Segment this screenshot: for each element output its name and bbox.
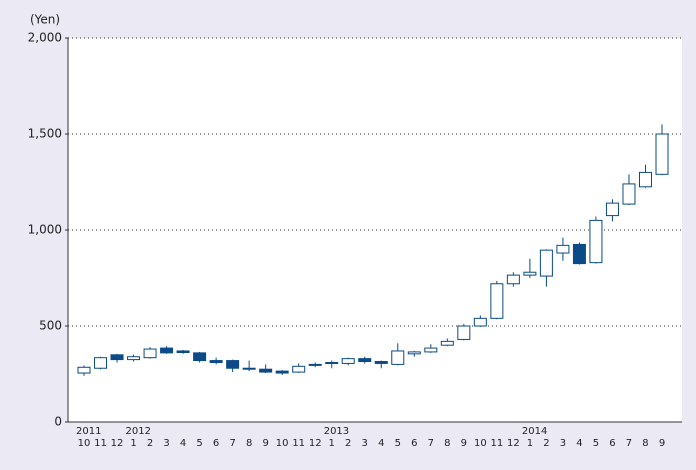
candle-body — [506, 274, 520, 285]
candle-body — [424, 347, 438, 353]
x-tick-label: 10 — [78, 438, 91, 449]
candle-body — [77, 366, 91, 374]
candle-body — [655, 133, 669, 175]
x-tick-label: 6 — [609, 438, 615, 449]
x-tick-label: 6 — [213, 438, 219, 449]
x-tick-label: 8 — [642, 438, 648, 449]
candle-body — [473, 317, 487, 327]
x-tick-label: 5 — [593, 438, 599, 449]
x-tick-label: 6 — [411, 438, 417, 449]
candle-body — [242, 367, 256, 370]
x-tick-label: 10 — [276, 438, 289, 449]
candle-body — [457, 325, 471, 340]
candle-body — [143, 348, 157, 359]
candle-body — [127, 356, 141, 361]
x-tick-label: 8 — [246, 438, 252, 449]
candle-body — [440, 340, 454, 346]
y-tick-label: 1,500 — [28, 127, 62, 141]
candle-body — [589, 219, 603, 264]
x-tick-label: 2 — [543, 438, 549, 449]
candle-body — [391, 350, 405, 365]
x-tick-label: 1 — [329, 438, 335, 449]
x-tick-label: 1 — [130, 438, 136, 449]
x-group-label: 2013 — [324, 426, 349, 437]
candle-body — [308, 363, 322, 366]
x-tick-label: 11 — [94, 438, 107, 449]
x-group-label: 2012 — [126, 426, 151, 437]
x-tick-label: 12 — [111, 438, 124, 449]
x-group-label: 2014 — [522, 426, 547, 437]
candle-body — [556, 244, 570, 254]
x-tick-label: 11 — [490, 438, 503, 449]
candle-body — [259, 368, 273, 373]
x-tick-label: 7 — [229, 438, 235, 449]
x-tick-label: 3 — [560, 438, 566, 449]
y-tick-label: 0 — [54, 415, 62, 429]
candle-body — [176, 350, 190, 353]
x-tick-label: 5 — [196, 438, 202, 449]
candle-body — [341, 358, 355, 364]
candle-body — [572, 243, 586, 265]
candle-body — [490, 283, 504, 319]
x-tick-label: 3 — [163, 438, 169, 449]
candle-body — [638, 171, 652, 188]
candle-body — [226, 360, 240, 369]
x-tick-label: 5 — [395, 438, 401, 449]
plot-area — [68, 38, 682, 422]
x-tick-label: 10 — [474, 438, 487, 449]
y-axis-label: (Yen) — [30, 13, 60, 27]
x-tick-label: 8 — [444, 438, 450, 449]
candle-body — [193, 352, 207, 362]
x-tick-label: 12 — [309, 438, 322, 449]
candle-body — [160, 347, 174, 354]
candle-body — [523, 271, 537, 276]
x-tick-label: 7 — [428, 438, 434, 449]
x-tick-label: 4 — [576, 438, 582, 449]
candle-body — [374, 361, 388, 364]
candle-body — [605, 202, 619, 217]
candle-body — [209, 360, 223, 363]
y-tick-label: 500 — [39, 319, 62, 333]
candle-body — [539, 249, 553, 277]
candle-body — [407, 351, 421, 355]
x-tick-label: 2 — [147, 438, 153, 449]
candle-body — [94, 357, 108, 369]
x-tick-label: 11 — [292, 438, 305, 449]
y-tick-label: 2,000 — [28, 31, 62, 45]
y-tick-label: 1,000 — [28, 223, 62, 237]
x-tick-label: 9 — [659, 438, 665, 449]
candle-body — [292, 365, 306, 373]
candle-body — [358, 358, 372, 363]
x-tick-label: 9 — [461, 438, 467, 449]
candle-body — [325, 361, 339, 364]
candle-body — [622, 183, 636, 205]
x-tick-label: 1 — [527, 438, 533, 449]
x-tick-label: 4 — [180, 438, 186, 449]
x-tick-label: 2 — [345, 438, 351, 449]
x-tick-label: 3 — [362, 438, 368, 449]
candle-body — [110, 354, 124, 361]
x-tick-label: 12 — [507, 438, 520, 449]
x-tick-label: 4 — [378, 438, 384, 449]
candle-body — [275, 370, 289, 374]
x-tick-label: 7 — [626, 438, 632, 449]
x-group-label: 2011 — [76, 426, 101, 437]
x-tick-label: 9 — [262, 438, 268, 449]
